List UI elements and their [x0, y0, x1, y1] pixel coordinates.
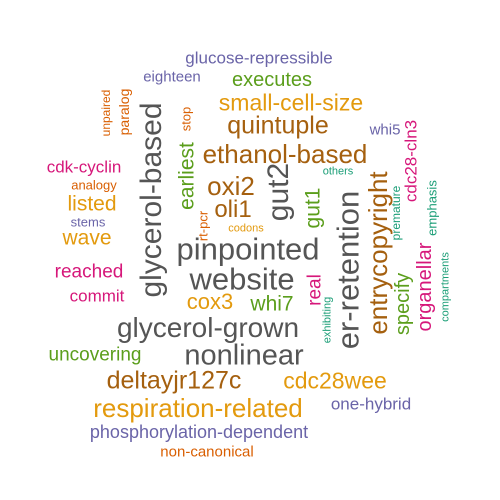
- word-cdc28-cln3: cdc28-cln3: [401, 119, 421, 203]
- word-eighteen: eighteen: [143, 68, 201, 86]
- word-stop: stop: [178, 106, 194, 132]
- word-small-cell-size: small-cell-size: [218, 89, 364, 116]
- word-others: others: [322, 165, 354, 178]
- word-cdc28wee: cdc28wee: [283, 367, 387, 394]
- word-emphasis: emphasis: [424, 180, 440, 236]
- word-ethanol-based: ethanol-based: [202, 139, 368, 169]
- word-wave: wave: [62, 226, 112, 250]
- word-earliest: earliest: [175, 142, 199, 210]
- word-entrycopyright: entrycopyright: [363, 171, 393, 335]
- word-gut1: gut1: [301, 187, 325, 229]
- word-nonlinear: nonlinear: [184, 339, 304, 372]
- word-commit: commit: [69, 286, 125, 306]
- word-organellar: organellar: [414, 242, 436, 332]
- word-reached: reached: [54, 261, 124, 283]
- word-whi5: whi5: [369, 121, 401, 139]
- word-glycerol-grown: glycerol-grown: [116, 312, 300, 343]
- word-cdk-cyclin: cdk-cyclin: [46, 157, 122, 177]
- word-codons: codons: [228, 222, 264, 235]
- word-listed: listed: [67, 192, 117, 216]
- word-cox3: cox3: [186, 289, 234, 314]
- word-stems: stems: [70, 214, 106, 230]
- word-non-canonical: non-canonical: [160, 443, 254, 461]
- word-rt-pcr: rt-pcr: [195, 210, 211, 242]
- word-paralog: paralog: [116, 88, 132, 136]
- word-whi7: whi7: [250, 292, 294, 316]
- word-deltayjr127c: deltayjr127c: [106, 366, 242, 395]
- word-phosphorylation-dependent: phosphorylation-dependent: [89, 422, 309, 442]
- word-er-retention: er-retention: [330, 190, 366, 350]
- word-compartments: compartments: [439, 252, 452, 322]
- word-glycerol-based: glycerol-based: [135, 102, 168, 298]
- word-oli1: oli1: [214, 196, 252, 223]
- word-website: website: [189, 261, 295, 297]
- word-uncovering: uncovering: [48, 344, 142, 366]
- word-oxi2: oxi2: [207, 171, 255, 201]
- word-specify: specify: [392, 272, 414, 336]
- word-analogy: analogy: [71, 177, 117, 193]
- word-quintuple: quintuple: [227, 111, 329, 140]
- word-one-hybrid: one-hybrid: [330, 394, 412, 414]
- word-gut2: gut2: [262, 162, 295, 222]
- word-premature: premature: [389, 185, 403, 241]
- word-pinpointed: pinpointed: [176, 231, 320, 267]
- word-unpaired: unpaired: [99, 89, 113, 137]
- word-executes: executes: [231, 69, 313, 91]
- word-glucose-repressible: glucose-repressible: [185, 48, 333, 68]
- word-respiration-related: respiration-related: [93, 393, 303, 423]
